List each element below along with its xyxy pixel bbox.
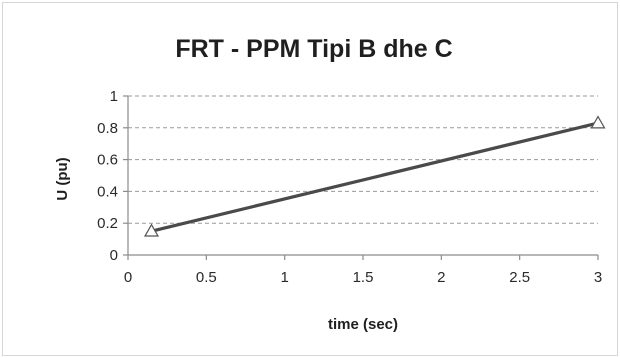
x-axis-label: time (sec) [328, 316, 398, 333]
y-tick-label: 0.6 [97, 152, 118, 169]
line-chart: FRT - PPM Tipi B dhe C 0 0.2 0.4 0.6 0.8 1 0 0.… [54, 35, 606, 333]
series-layer [143, 115, 606, 237]
x-tick-label: 1.5 [353, 269, 374, 286]
y-tick-label: 0.2 [97, 215, 118, 232]
series-line [151, 121, 599, 233]
x-tick-label: 0 [124, 269, 132, 286]
x-tick-label: 2.5 [509, 269, 530, 286]
x-tick-label: 3 [594, 269, 602, 286]
y-tick-label: 0 [110, 247, 118, 264]
y-tick-label: 0.8 [97, 120, 118, 137]
data-point-marker [590, 115, 606, 129]
x-tick-label: 0.5 [196, 269, 217, 286]
chart-title: FRT - PPM Tipi B dhe C [175, 35, 452, 63]
y-tick-label: 0.4 [97, 183, 118, 200]
data-point-marker [143, 223, 160, 237]
axes-layer [123, 95, 599, 260]
grid-layer [128, 95, 598, 224]
y-axis-label: U (pu) [54, 157, 71, 200]
x-tick-label: 1 [280, 269, 288, 286]
tick-labels: 0 0.2 0.4 0.6 0.8 1 0 0.5 1 1.5 2 2.5 3 [97, 88, 602, 286]
y-tick-label: 1 [110, 88, 118, 105]
x-tick-label: 2 [437, 269, 445, 286]
